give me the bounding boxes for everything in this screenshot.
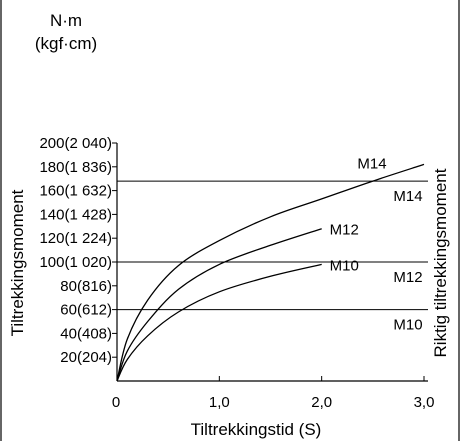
reference-line-label: M12 — [393, 269, 422, 286]
y-tick-label: 200(2 040) — [39, 135, 112, 152]
reference-lines: M14 M12 M10 — [117, 180, 428, 334]
y-tick-label: 20(204) — [60, 349, 112, 366]
y-tick-label: 180(1 836) — [39, 159, 112, 176]
unit-label: N·m — [50, 11, 82, 30]
series-line — [116, 263, 322, 382]
x-axis-label: Tiltrekkingstid (S) — [191, 420, 322, 439]
y2-axis-label: Riktig tiltrekkingsmoment — [431, 168, 450, 357]
x-tick-label: 1,0 — [209, 394, 230, 411]
y-axis-ticks: 20(204) 40(408) 60(612) 80(816) 100(1 020) 12… — [39, 135, 117, 366]
x-tick-label: 0 — [112, 394, 120, 411]
series-label: M10 — [330, 257, 359, 274]
x-tick-label: 3,0 — [414, 394, 435, 411]
series-label: M14 — [357, 155, 386, 172]
unit-label-alt: (kgf·cm) — [35, 34, 97, 53]
x-axis-ticks: 0 1,0 2,0 3,0 — [112, 376, 435, 411]
series-line — [116, 163, 425, 382]
y-axis-label: Tiltrekkingsmoment — [8, 189, 27, 336]
y-tick-label: 120(1 224) — [39, 230, 112, 247]
y-tick-label: 100(1 020) — [39, 254, 112, 271]
y-tick-label: 80(816) — [60, 278, 112, 295]
y-tick-label: 160(1 632) — [39, 183, 112, 200]
y-tick-label: 60(612) — [60, 302, 112, 319]
reference-line-label: M10 — [393, 317, 422, 334]
x-tick-label: 2,0 — [311, 394, 332, 411]
reference-line-label: M14 — [393, 188, 422, 205]
y-tick-label: 40(408) — [60, 325, 112, 342]
series-line — [116, 228, 322, 382]
series-label: M12 — [330, 222, 359, 239]
y-tick-label: 140(1 428) — [39, 206, 112, 223]
series-curves: M14 M12 M10 — [116, 155, 425, 382]
